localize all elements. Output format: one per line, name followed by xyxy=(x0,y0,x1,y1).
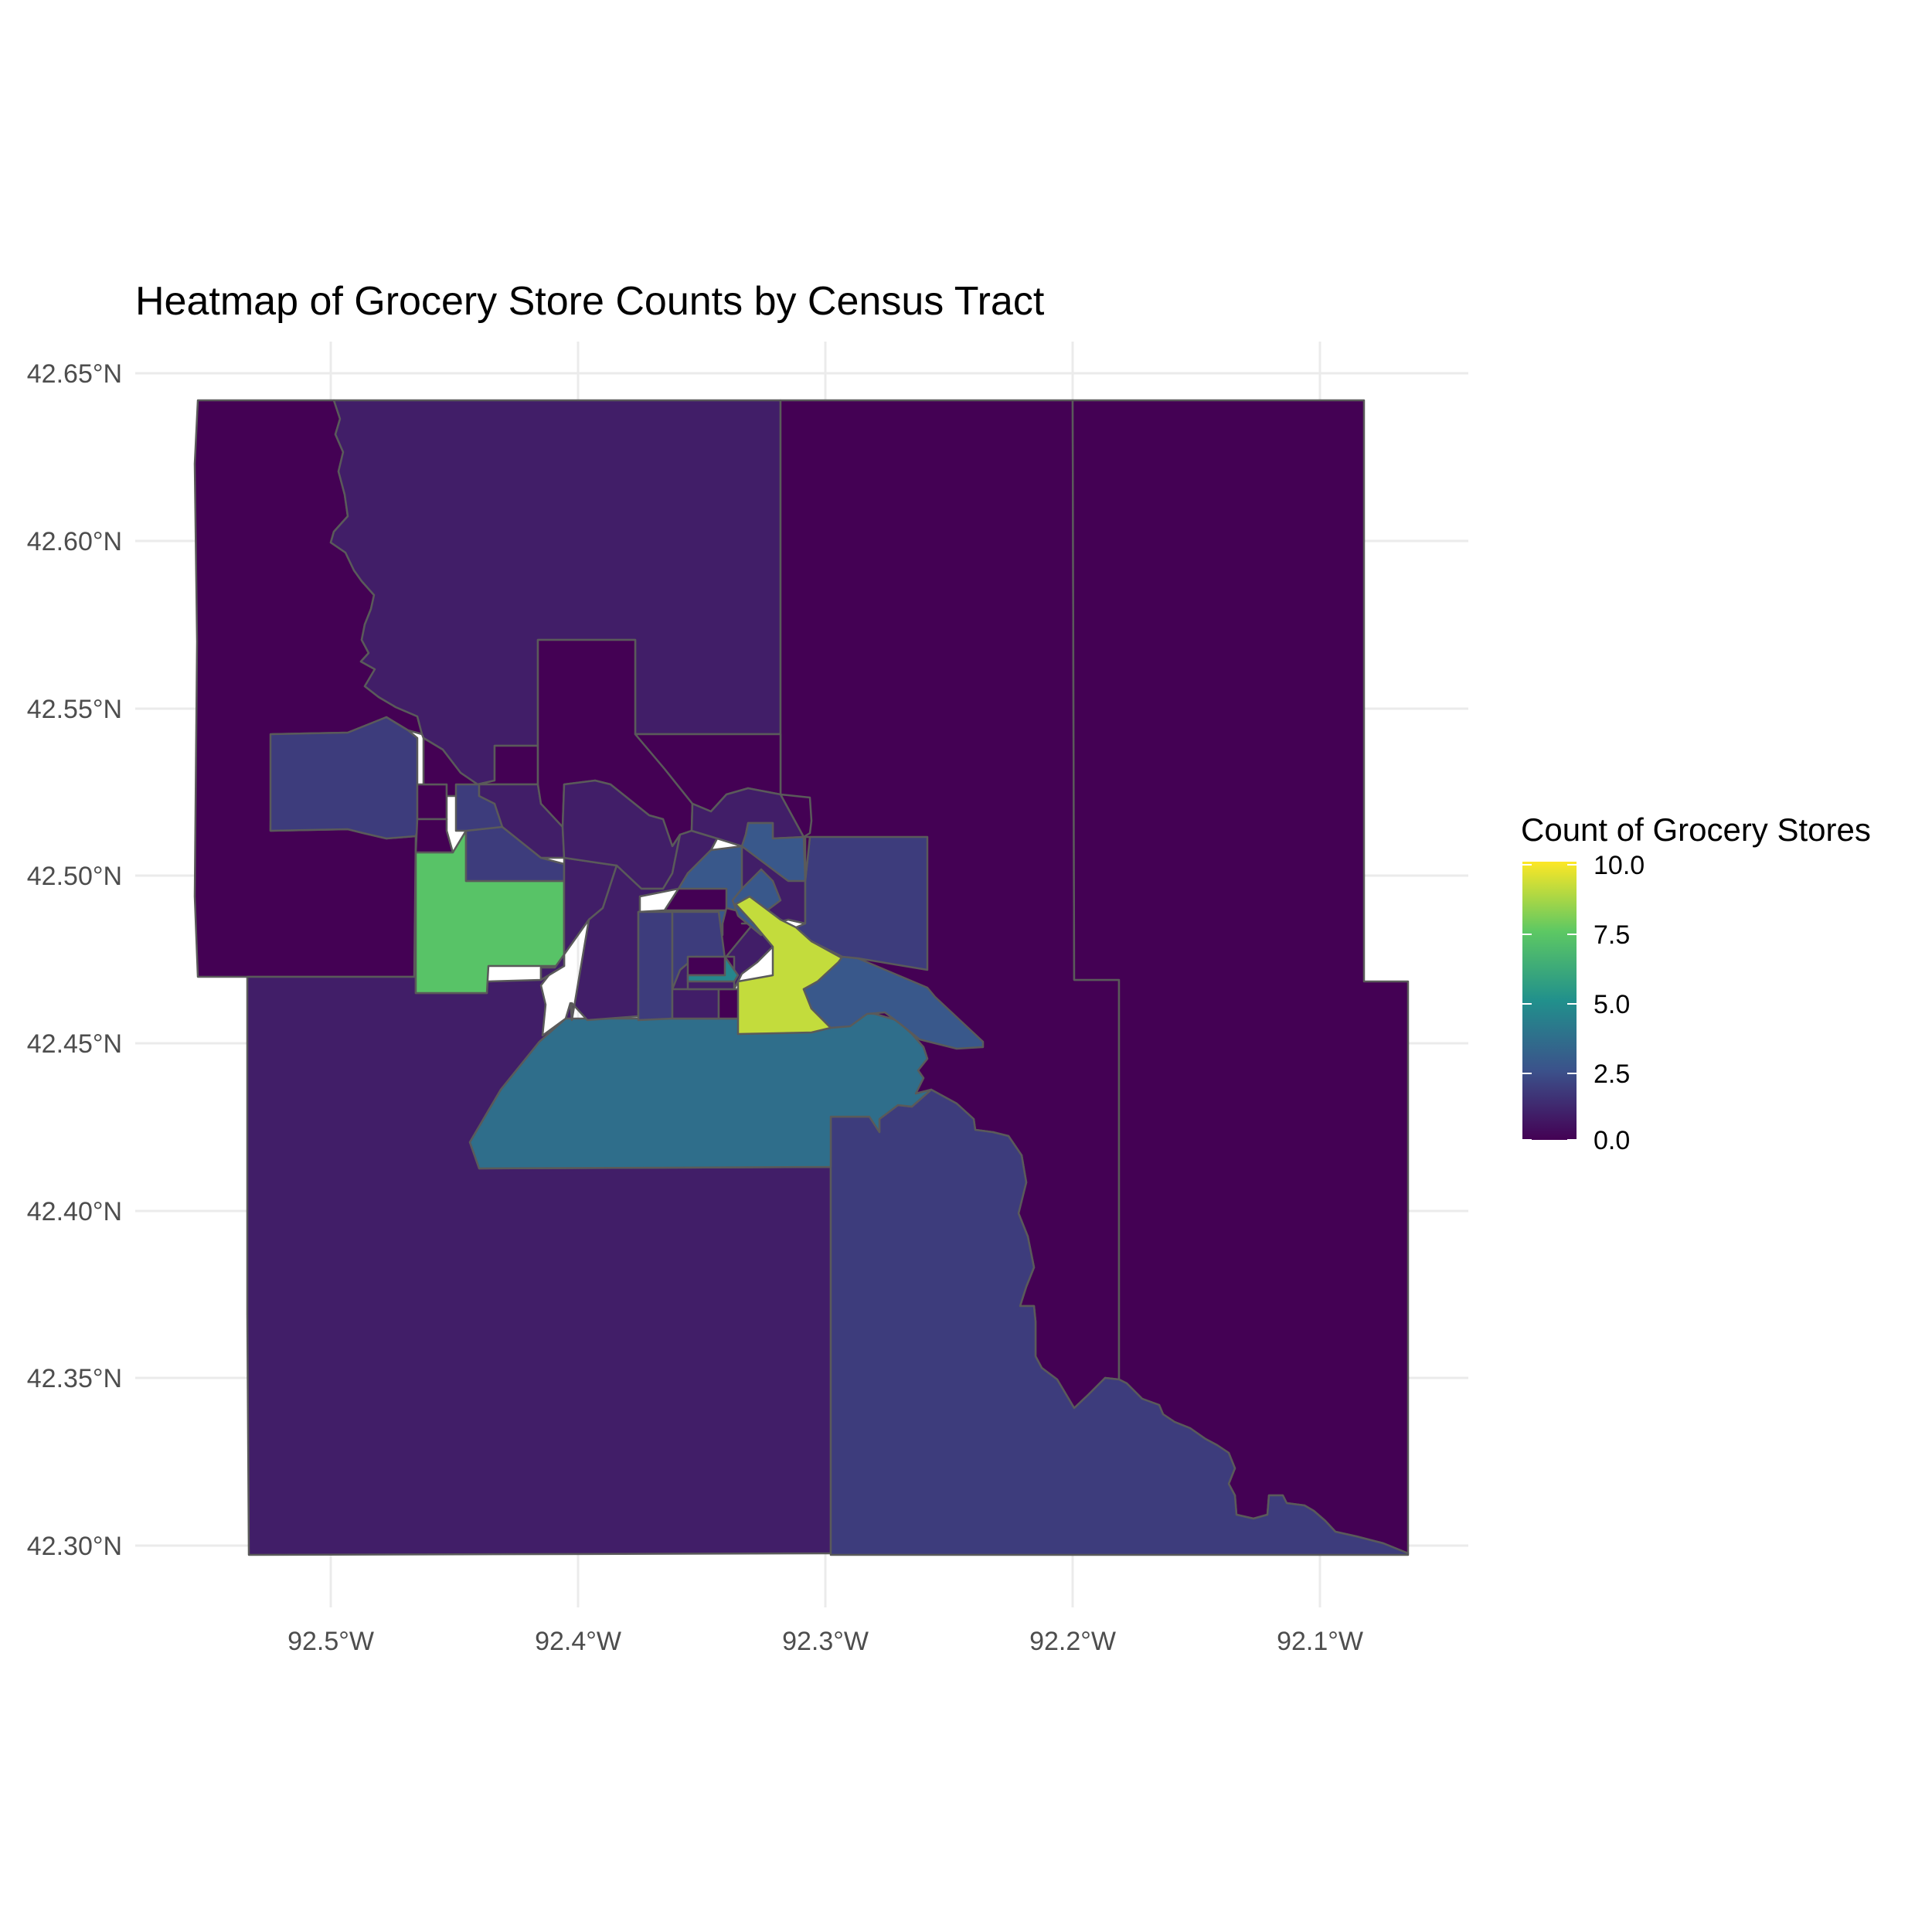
legend-colorbar xyxy=(1522,862,1577,1140)
y-tick-label: 42.50°N xyxy=(27,862,122,891)
tract-t06 xyxy=(829,1088,1410,1556)
tract-t08 xyxy=(269,716,419,840)
legend-label: 7.5 xyxy=(1594,920,1630,950)
legend-title: Count of Grocery Stores xyxy=(1521,811,1871,848)
tract-t12 xyxy=(414,818,454,854)
tract-t23 xyxy=(663,887,728,912)
y-tick-label: 42.40°N xyxy=(27,1197,122,1226)
y-tick-label: 42.65°N xyxy=(27,359,122,389)
x-tick-label: 92.3°W xyxy=(782,1627,869,1656)
legend-label: 10.0 xyxy=(1594,851,1645,880)
x-axis: 92.5°W 92.4°W 92.3°W 92.2°W 92.1°W xyxy=(287,1627,1363,1656)
tract-t29 xyxy=(671,988,720,1020)
y-tick-label: 42.45°N xyxy=(27,1029,122,1059)
y-tick-label: 42.35°N xyxy=(27,1364,122,1393)
tract-t38 xyxy=(794,835,929,971)
legend-label: 0.0 xyxy=(1594,1126,1630,1155)
tract-t19 xyxy=(570,829,719,1022)
tract-t07 xyxy=(468,1011,933,1170)
tract-t36 xyxy=(779,793,813,838)
chart-title: Heatmap of Grocery Store Counts by Censu… xyxy=(135,279,1045,324)
legend-ticks xyxy=(1522,864,1577,1141)
tract-t35 xyxy=(802,955,985,1050)
x-tick-label: 92.2°W xyxy=(1029,1627,1116,1656)
tract-t37 xyxy=(686,955,740,983)
y-tick-label: 42.30°N xyxy=(27,1532,122,1561)
tract-t09 xyxy=(416,783,448,821)
x-tick-label: 92.5°W xyxy=(287,1627,374,1656)
tracts-layer xyxy=(193,399,1410,1556)
legend: Count of Grocery Stores 10.0 7.5 5.0 2.5… xyxy=(1521,811,1871,1155)
y-tick-label: 42.55°N xyxy=(27,695,122,724)
tract-t27 xyxy=(637,910,674,1022)
tract-t39 xyxy=(804,835,811,883)
legend-label: 2.5 xyxy=(1594,1060,1630,1089)
x-tick-label: 92.1°W xyxy=(1277,1627,1363,1656)
legend-label: 5.0 xyxy=(1594,990,1630,1019)
y-axis: 42.65°N 42.60°N 42.55°N 42.50°N 42.45°N … xyxy=(27,359,122,1561)
x-tick-label: 92.4°W xyxy=(535,1627,621,1656)
y-tick-label: 42.60°N xyxy=(27,527,122,556)
